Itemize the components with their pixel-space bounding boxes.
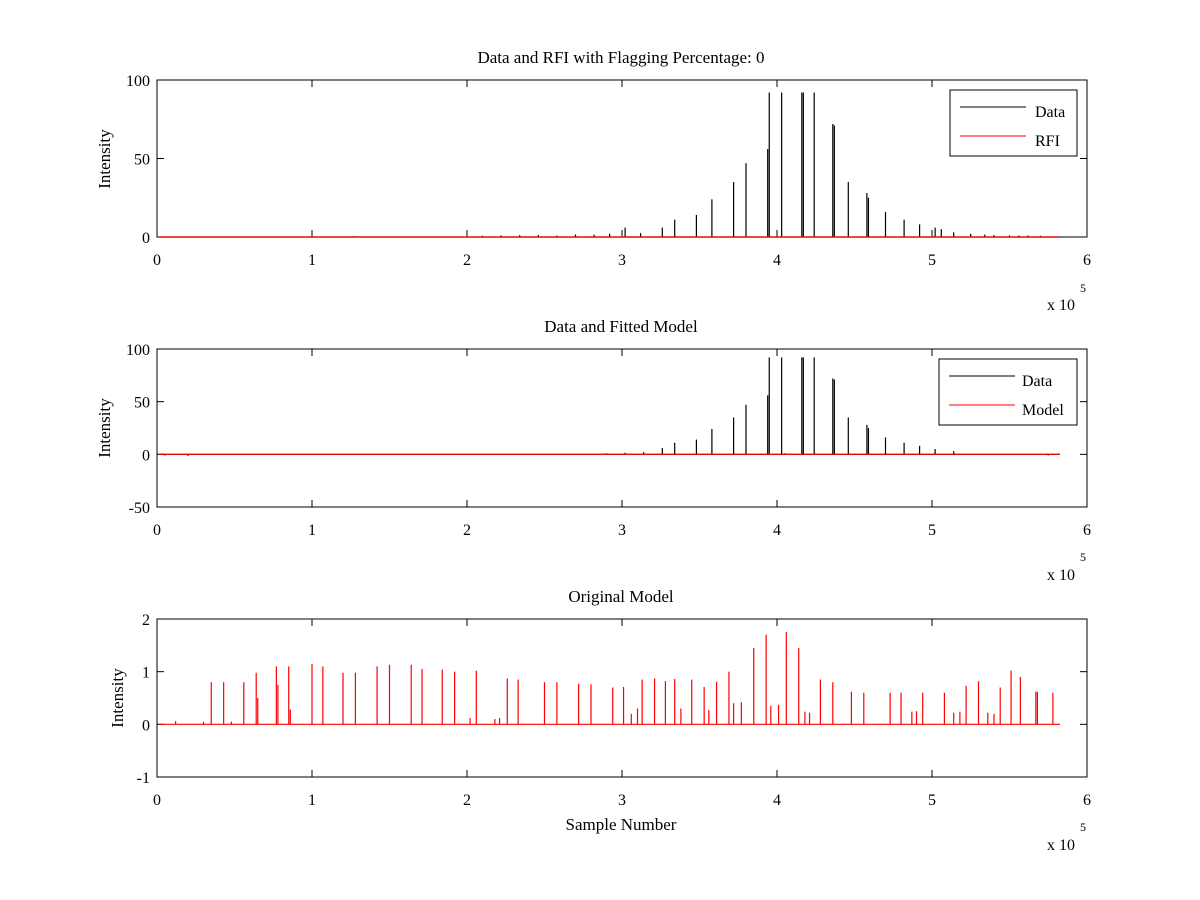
- panel-1-x-tick-label: 3: [618, 252, 626, 269]
- panel-3-ylabel: Intensity: [108, 668, 127, 728]
- panel-1-x-tick-label: 6: [1083, 252, 1091, 269]
- panel-1-y-tick-label: 0: [142, 230, 150, 247]
- panel-3-title: Original Model: [568, 587, 674, 606]
- panel-2-ylabel: Intensity: [95, 398, 114, 458]
- panel-3-y-tick-label: -1: [137, 770, 150, 787]
- panel-2-legend-label-data: Data: [1022, 373, 1052, 390]
- panel-1-legend: Data RFI: [949, 89, 1078, 157]
- panel-3-x-tick-label: 1: [308, 792, 316, 809]
- panel-2-x-tick-label: 2: [463, 522, 471, 539]
- panel-2-x-tick-label: 5: [928, 522, 936, 539]
- panel-2-title: Data and Fitted Model: [544, 317, 698, 336]
- panel-2-y-tick-label: 0: [142, 447, 150, 464]
- panel-2-x-tick-label: 3: [618, 522, 626, 539]
- panel-3-y-tick-label: 1: [142, 665, 150, 682]
- panel-3-x-tick-label: 4: [773, 792, 781, 809]
- panel-2-legend: Data Model: [938, 358, 1078, 426]
- panel-3-x-tick-label: 2: [463, 792, 471, 809]
- panel-1-legend-label-rfi: RFI: [1035, 133, 1060, 150]
- panel-3-y-tick-label: 2: [142, 612, 150, 629]
- panel-2-series-model: [159, 453, 1060, 455]
- panel-3-x-tick-label: 3: [618, 792, 626, 809]
- panel-3-x-multiplier-exponent: 5: [1080, 820, 1086, 834]
- panel-1-x-multiplier-exponent: 5: [1080, 281, 1086, 295]
- panel-1-x-tick-label: 1: [308, 252, 316, 269]
- panel-3-x-multiplier: x 10: [1047, 837, 1075, 854]
- panel-2-x-tick-label: 4: [773, 522, 781, 539]
- panel-2: Data and Fitted Model Intensity 0 1 2 3 4 5 6 -…: [95, 317, 1091, 584]
- panel-3-y-tick-label: 0: [142, 717, 150, 734]
- panel-1: Data and RFI with Flagging Percentage: 0…: [95, 48, 1091, 314]
- panel-1-y-tick-label: 100: [126, 73, 150, 90]
- panel-3-x-tick-label: 0: [153, 792, 161, 809]
- panel-2-x-tick-label: 1: [308, 522, 316, 539]
- panel-3-x-tick-label: 6: [1083, 792, 1091, 809]
- panel-1-x-tick-label: 4: [773, 252, 781, 269]
- panel-2-y-tick-label: 100: [126, 342, 150, 359]
- panel-1-title: Data and RFI with Flagging Percentage: 0: [477, 48, 764, 67]
- panel-1-ylabel: Intensity: [95, 129, 114, 189]
- panel-2-x-tick-label: 6: [1083, 522, 1091, 539]
- panel-1-legend-label-data: Data: [1035, 104, 1065, 121]
- panel-2-x-multiplier-exponent: 5: [1080, 550, 1086, 564]
- panel-1-x-multiplier: x 10: [1047, 297, 1075, 314]
- panel-3-xlabel: Sample Number: [566, 815, 677, 834]
- panel-2-y-tick-label: 50: [134, 395, 150, 412]
- panel-2-legend-label-model: Model: [1022, 402, 1064, 419]
- panel-2-y-tick-label: -50: [129, 500, 150, 517]
- panel-2-legend-box: [938, 358, 1078, 426]
- panel-3-x-tick-label: 5: [928, 792, 936, 809]
- panel-3-series-model: [159, 632, 1060, 725]
- panel-2-x-multiplier: x 10: [1047, 567, 1075, 584]
- panel-1-plot: 0 1 2 3 4 5 6 0 50 100: [126, 73, 1091, 269]
- panel-1-y-tick-label: 50: [134, 152, 150, 169]
- panel-1-x-tick-label: 5: [928, 252, 936, 269]
- panel-1-x-tick-label: 2: [463, 252, 471, 269]
- panel-2-x-tick-label: 0: [153, 522, 161, 539]
- panel-1-legend-box: [949, 89, 1078, 157]
- panel-1-x-tick-label: 0: [153, 252, 161, 269]
